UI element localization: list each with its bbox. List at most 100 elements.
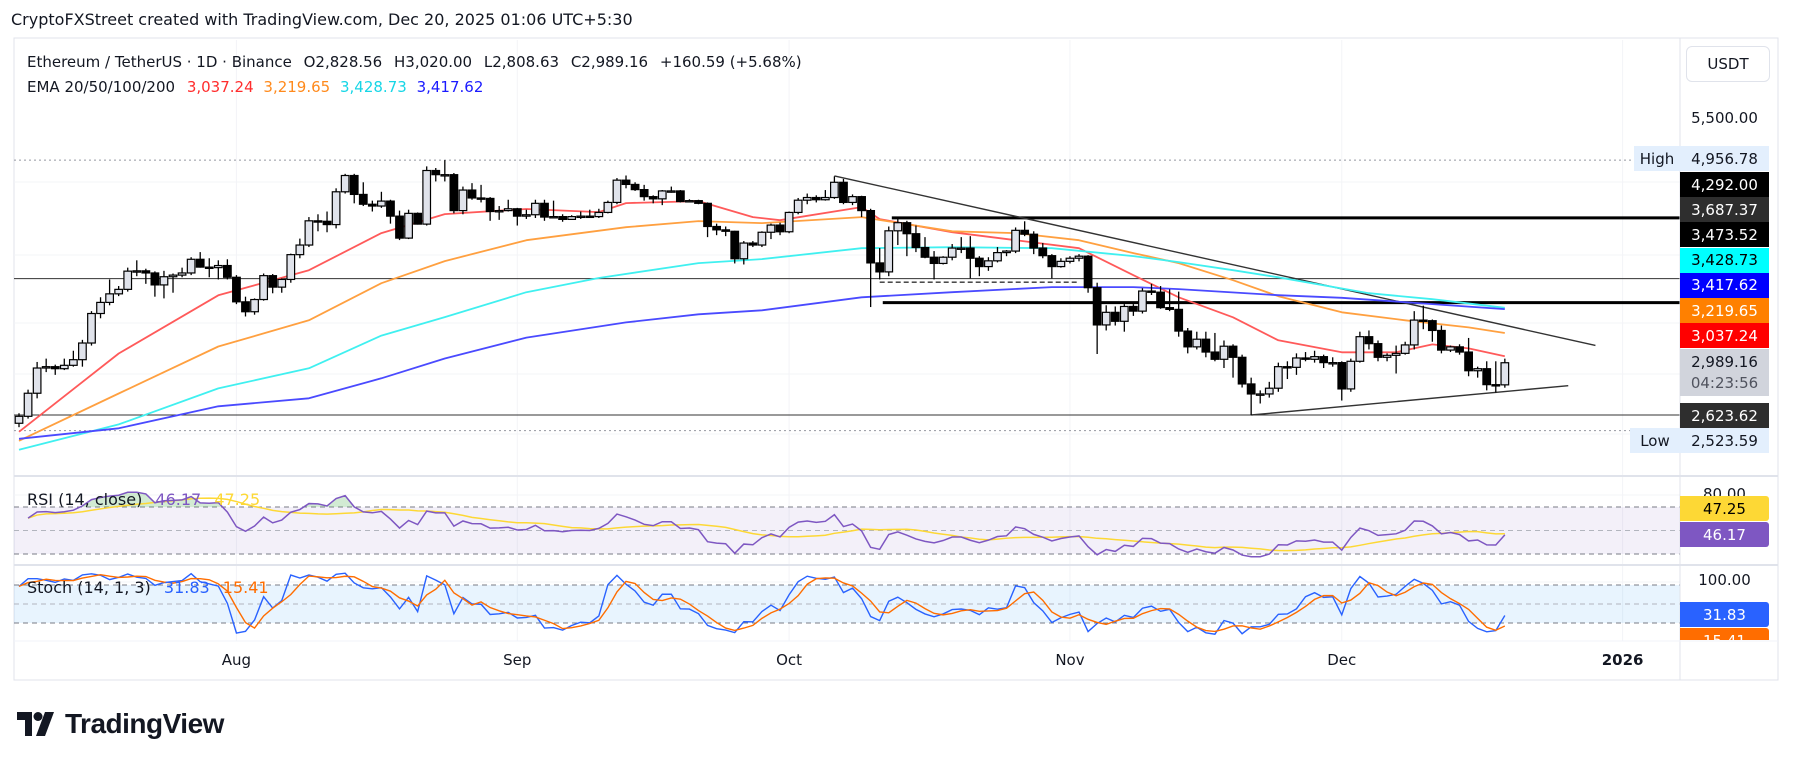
candle[interactable] [277, 278, 287, 293]
candle[interactable] [1391, 345, 1401, 374]
candle[interactable] [114, 286, 124, 297]
candle[interactable] [331, 188, 341, 229]
candle[interactable] [204, 258, 214, 278]
candle[interactable] [213, 260, 223, 280]
candle[interactable] [766, 223, 776, 240]
candle[interactable] [404, 209, 413, 240]
candle[interactable] [141, 268, 151, 284]
candle[interactable] [1355, 331, 1365, 363]
candle[interactable] [531, 199, 540, 219]
candle[interactable] [1455, 344, 1464, 355]
candle[interactable] [920, 237, 930, 259]
candle[interactable] [902, 220, 912, 257]
candle[interactable] [984, 257, 993, 271]
candle[interactable] [1491, 361, 1501, 393]
candle[interactable] [1237, 354, 1247, 388]
candle[interactable] [1201, 331, 1211, 358]
rsi-pane[interactable] [14, 491, 1680, 558]
candle[interactable] [712, 223, 722, 236]
candle[interactable] [123, 267, 133, 292]
candle[interactable] [829, 176, 839, 199]
candle[interactable] [322, 211, 332, 233]
candle[interactable] [639, 184, 649, 201]
candle[interactable] [739, 241, 749, 265]
candle[interactable] [730, 230, 740, 264]
candle[interactable] [965, 236, 975, 279]
candle[interactable] [1047, 254, 1057, 279]
candle[interactable] [32, 361, 42, 399]
candle[interactable] [367, 200, 377, 212]
candle[interactable] [1337, 361, 1347, 401]
candle[interactable] [395, 210, 404, 241]
candle[interactable] [956, 237, 966, 254]
candle[interactable] [304, 217, 314, 248]
trend-line[interactable] [1251, 384, 1569, 416]
candle[interactable] [1147, 283, 1156, 295]
candle[interactable] [1319, 354, 1329, 369]
candle[interactable] [685, 199, 694, 203]
candle[interactable] [503, 199, 513, 212]
candle[interactable] [476, 184, 486, 203]
candle[interactable] [96, 297, 105, 319]
candle[interactable] [839, 178, 848, 205]
candle[interactable] [911, 225, 921, 253]
candle[interactable] [50, 364, 60, 375]
candle[interactable] [1346, 358, 1356, 392]
candle[interactable] [68, 350, 78, 367]
candle[interactable] [721, 226, 731, 237]
candle[interactable] [440, 160, 450, 182]
candle[interactable] [41, 358, 51, 373]
candle[interactable] [449, 173, 459, 214]
candle[interactable] [59, 358, 69, 371]
candle[interactable] [259, 273, 269, 301]
candle[interactable] [621, 175, 631, 189]
candle[interactable] [793, 197, 803, 215]
candle[interactable] [784, 211, 794, 234]
candle[interactable] [1282, 361, 1292, 380]
candle[interactable] [23, 389, 33, 419]
candle[interactable] [1210, 332, 1220, 362]
candle[interactable] [386, 199, 395, 224]
candle[interactable] [1373, 340, 1383, 362]
candle[interactable] [1446, 345, 1455, 353]
candle[interactable] [78, 339, 87, 367]
candle[interactable] [1328, 357, 1338, 367]
trend-line[interactable] [834, 175, 1596, 347]
candle[interactable] [349, 173, 359, 204]
candle[interactable] [422, 166, 432, 226]
candle[interactable] [431, 168, 441, 182]
candle[interactable] [884, 226, 894, 277]
candle[interactable] [558, 214, 567, 222]
candle[interactable] [594, 208, 604, 219]
candle[interactable] [1310, 350, 1319, 363]
candle[interactable] [1165, 289, 1175, 312]
candle[interactable] [657, 190, 667, 206]
candle[interactable] [648, 195, 658, 204]
candle[interactable] [14, 413, 24, 428]
candle[interactable] [630, 182, 640, 191]
candle[interactable] [512, 207, 522, 226]
candle[interactable] [241, 296, 250, 317]
stoch-title[interactable]: Stoch (14, 1, 3) [27, 578, 151, 597]
candle[interactable] [1255, 390, 1265, 404]
rsi-title[interactable]: RSI (14, close) [27, 490, 143, 509]
candle[interactable] [929, 251, 939, 280]
candle[interactable] [150, 271, 160, 297]
price-pane[interactable] [14, 159, 1680, 451]
candle[interactable] [974, 256, 984, 277]
symbol-name[interactable]: Ethereum / TetherUS · 1D · Binance [27, 53, 292, 71]
candle[interactable] [893, 218, 903, 246]
candle[interactable] [938, 256, 948, 265]
candle[interactable] [875, 248, 885, 280]
candle[interactable] [1119, 304, 1129, 332]
candle[interactable] [467, 183, 477, 200]
candle[interactable] [603, 200, 613, 214]
candle[interactable] [521, 209, 531, 219]
candle[interactable] [576, 211, 586, 219]
candle[interactable] [1301, 352, 1310, 362]
candle[interactable] [1382, 353, 1392, 362]
candle[interactable] [585, 209, 595, 219]
candle[interactable] [675, 190, 685, 203]
candle[interactable] [313, 214, 323, 232]
